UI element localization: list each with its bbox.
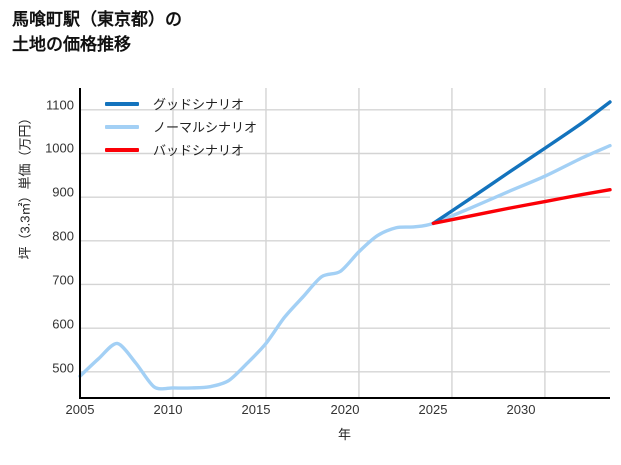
legend-swatch-normal [105, 124, 139, 129]
legend-label-bad: バッドシナリオ [153, 143, 245, 158]
y-tick-label: 900 [52, 184, 74, 200]
y-tick-label: 1000 [45, 140, 74, 156]
x-tick-label: 2025 [418, 402, 448, 417]
y-tick-label: 800 [52, 228, 74, 244]
y-tick-labels: 1100 1000 900 800 700 600 500 [24, 0, 74, 465]
series-line [431, 100, 612, 226]
chart-legend: グッドシナリオ ノーマルシナリオ バッドシナリオ [105, 92, 257, 161]
y-tick-label: 700 [52, 272, 74, 288]
y-tick-label: 500 [52, 360, 74, 376]
series-lines [78, 100, 612, 391]
x-tick-label: 2030 [506, 402, 536, 417]
x-tick-label: 2020 [330, 402, 360, 417]
x-tick-label: 2005 [65, 402, 95, 417]
legend-item-bad: バッドシナリオ [105, 138, 257, 161]
legend-label-normal: ノーマルシナリオ [153, 120, 258, 135]
gridlines [80, 88, 610, 398]
series-line [431, 188, 612, 226]
y-tick-label: 600 [52, 316, 74, 332]
legend-swatch-good [105, 101, 139, 106]
x-tick-label: 2010 [153, 402, 183, 417]
x-tick-label: 2015 [241, 402, 271, 417]
legend-swatch-bad [105, 147, 139, 152]
legend-item-normal: ノーマルシナリオ [105, 115, 257, 138]
series-line [78, 143, 612, 391]
legend-item-good: グッドシナリオ [105, 92, 257, 115]
legend-label-good: グッドシナリオ [153, 97, 245, 112]
y-tick-label: 1100 [46, 97, 74, 113]
x-axis-label: 年 [337, 427, 351, 442]
chart-title: 馬喰町駅（東京都）の 土地の価格推移 [12, 10, 182, 54]
axis-frame [79, 88, 610, 399]
